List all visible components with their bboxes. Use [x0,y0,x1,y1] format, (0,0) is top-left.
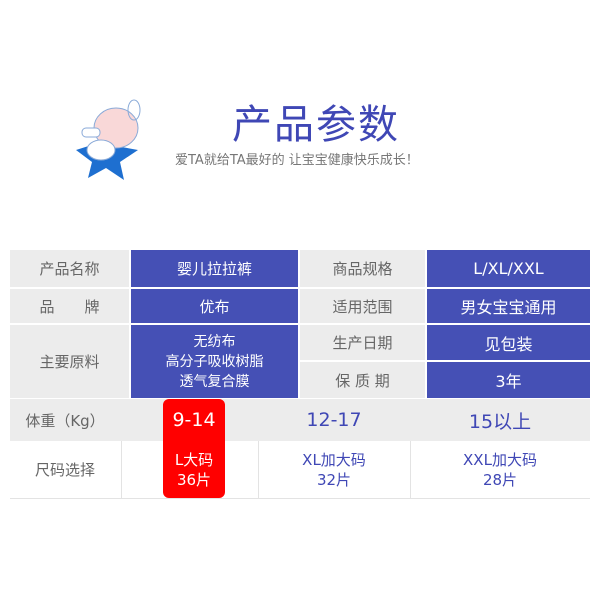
range-label: 适用范围 [300,289,425,323]
size-label: 尺码选择 [34,461,95,479]
date-value: 见包装 [427,325,590,360]
name-value: 婴儿拉拉裤 [131,250,298,287]
material-item: 透气复合膜 [179,373,250,390]
material-label: 主要原料 [10,325,129,398]
page-title: 产品参数 [232,102,400,148]
size-count: 32片 [316,470,352,489]
size-count: 28片 [482,470,518,489]
weight-label: 体重（Kg） [25,411,105,430]
size-name: L大码 [174,450,214,469]
selected-size-highlight[interactable] [163,399,225,498]
spec-value: L/XL/XXL [427,250,590,287]
page-subtitle: 爱TA就给TA最好的 让宝宝健康快乐成长！ [175,153,419,168]
range-value: 男女宝宝通用 [427,289,590,323]
weight-row [10,399,590,441]
material-values: 无纺布 高分子吸收树脂 透气复合膜 [131,325,298,398]
weight-option[interactable]: 15以上 [468,410,532,433]
spec-label: 商品规格 [300,250,425,287]
shelf-value: 3年 [427,362,590,398]
shelf-label: 保 质 期 [300,362,425,398]
size-count: 36片 [176,470,212,489]
size-option[interactable]: L大码 36片 [163,441,225,498]
size-name: XXL加大码 [463,450,537,469]
weight-option[interactable]: 9-14 [172,409,216,431]
size-name: XL加大码 [302,450,366,469]
brand-value: 优布 [131,289,298,323]
brand-label: 品 牌 [10,289,129,323]
date-label: 生产日期 [300,325,425,360]
size-option[interactable]: XL加大码 32片 [258,441,410,498]
size-option[interactable]: XXL加大码 28片 [410,441,590,498]
material-item: 无纺布 [193,333,236,350]
weight-option[interactable]: 12-17 [306,409,362,431]
baby-mascot-icon [76,99,141,180]
material-item: 高分子吸收树脂 [165,353,264,370]
name-label: 产品名称 [10,250,129,287]
